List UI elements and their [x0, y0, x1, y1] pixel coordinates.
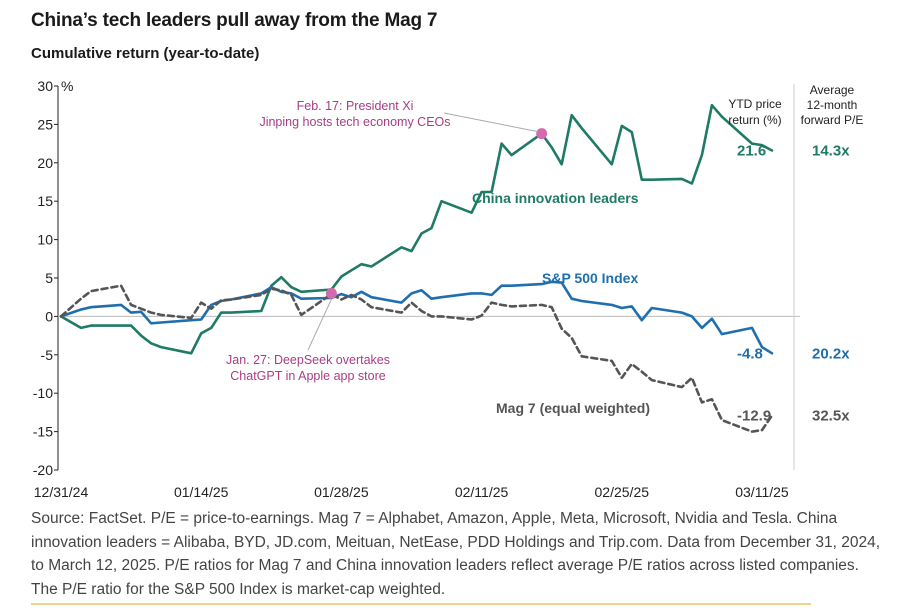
x-tick-label: 01/28/25	[314, 484, 369, 500]
y-unit-label: %	[61, 78, 73, 94]
y-tick-label: 25	[37, 116, 53, 132]
y-tick-label: 5	[45, 270, 53, 286]
y-tick-label: 0	[45, 308, 53, 324]
x-tick-label: 02/25/25	[595, 484, 650, 500]
chart-subtitle: Cumulative return (year-to-date)	[31, 45, 260, 62]
line-chart: 30 25 20 15 10 5 0 -5 -10 -15 -20% 12/31/24 01/14/25…	[33, 78, 864, 500]
ytd-header: YTD price	[728, 97, 782, 111]
annotation-label: Feb. 17: President Xi	[297, 99, 414, 113]
y-tick-label: -20	[33, 462, 53, 478]
y-tick-label: 20	[37, 155, 53, 171]
annotation-label: Jan. 27: DeepSeek overtakes	[226, 353, 390, 367]
source-note: Source: FactSet. P/E = price-to-earnings…	[31, 510, 881, 598]
y-tick-label: -5	[41, 347, 54, 363]
y-tick-label: -15	[33, 424, 53, 440]
annotation-marker-1	[325, 287, 337, 299]
pe-header: Average	[810, 83, 855, 97]
y-tick-label: 30	[37, 78, 53, 94]
x-tick-label: 02/11/25	[455, 484, 509, 500]
series-line-0	[59, 103, 774, 355]
end-value-2: -12.9	[737, 407, 771, 424]
annotation-label: ChatGPT in Apple app store	[230, 369, 385, 383]
chart-title: China’s tech leaders pull away from the …	[31, 10, 438, 31]
footer-rule	[31, 603, 811, 605]
y-tick-label: 15	[37, 193, 53, 209]
annotation-marker-0	[536, 128, 548, 140]
series-label-0: China innovation leaders	[472, 190, 639, 206]
x-tick-label: 03/11/25	[735, 484, 789, 500]
annotation-leader	[307, 299, 332, 351]
series-line-1	[59, 280, 774, 355]
end-value-0: 21.6	[737, 143, 766, 160]
y-tick-label: -10	[33, 385, 53, 401]
ytd-header: return (%)	[728, 113, 781, 127]
pe-header: 12-month	[807, 98, 858, 112]
series-label-2: Mag 7 (equal weighted)	[496, 400, 650, 416]
pe-value-1: 20.2x	[812, 345, 850, 362]
pe-header: forward P/E	[801, 113, 864, 127]
annotation-label: Jinping hosts tech economy CEOs	[259, 115, 450, 129]
pe-value-2: 32.5x	[812, 407, 850, 424]
pe-value-0: 14.3x	[812, 143, 850, 160]
annotation-leader	[443, 112, 538, 133]
end-value-1: -4.8	[737, 345, 763, 362]
x-tick-label: 12/31/24	[34, 484, 89, 500]
y-tick-label: 10	[37, 232, 53, 248]
series-line-2	[59, 284, 774, 433]
series-label-1: S&P 500 Index	[542, 270, 638, 286]
x-tick-label: 01/14/25	[174, 484, 229, 500]
